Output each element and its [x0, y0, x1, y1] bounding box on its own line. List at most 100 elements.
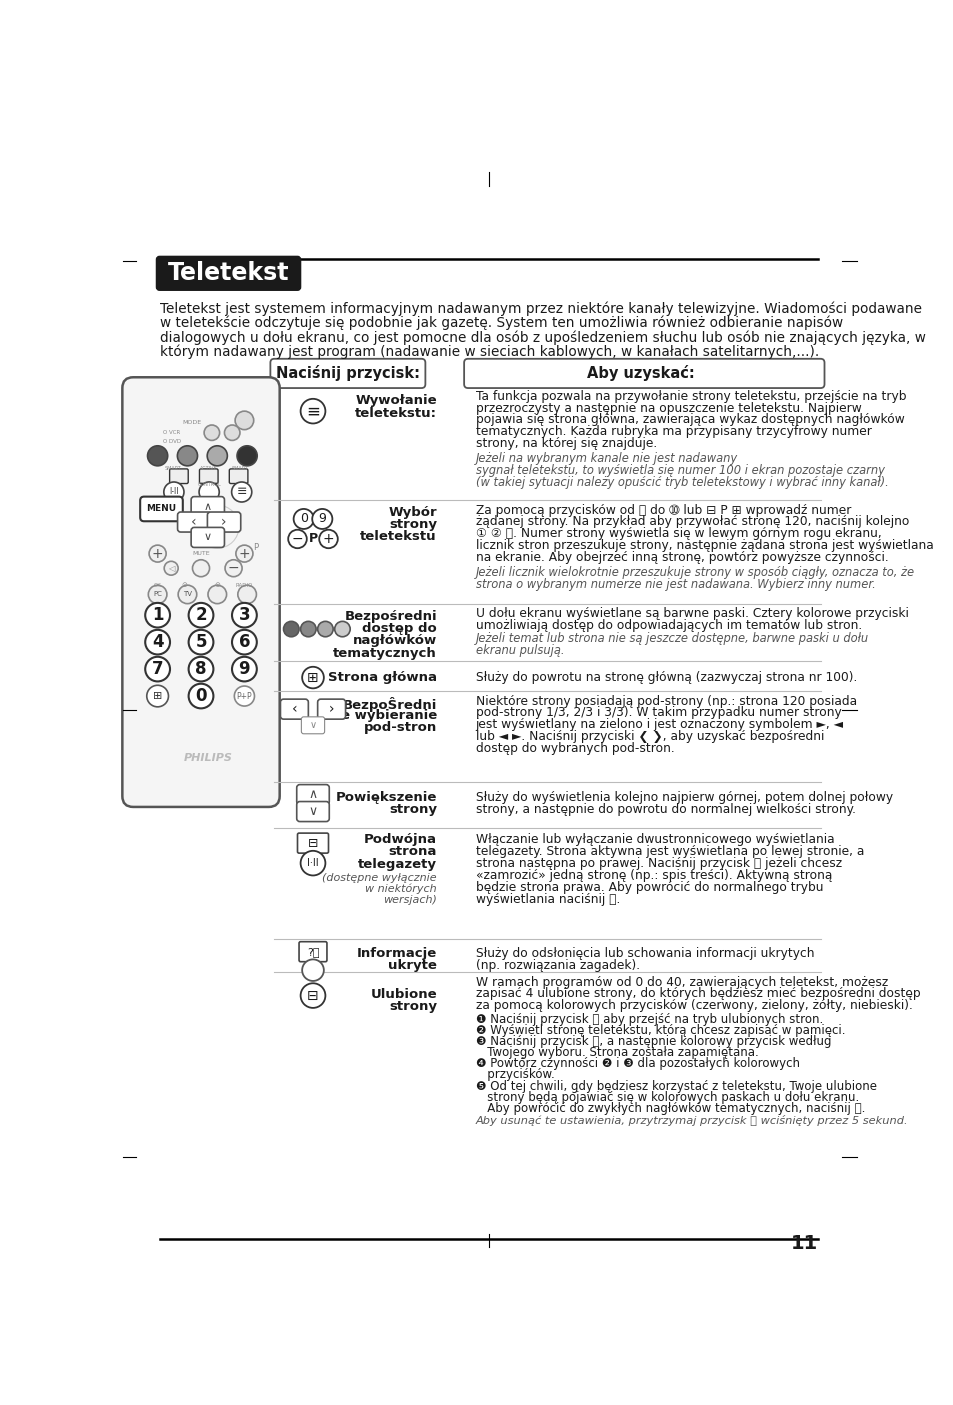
FancyBboxPatch shape [301, 717, 324, 733]
Text: ❸ Naciśnij przycisk ⓜ, a następnie kolorowy przycisk według: ❸ Naciśnij przycisk ⓜ, a następnie kolor… [476, 1035, 830, 1048]
Text: Służy do wyświetlenia kolejno najpierw górnej, potem dolnej połowy: Służy do wyświetlenia kolejno najpierw g… [476, 791, 892, 804]
FancyBboxPatch shape [229, 469, 248, 483]
Text: Powiększenie: Powiększenie [335, 791, 436, 804]
Text: ‹: ‹ [191, 516, 196, 530]
Circle shape [189, 684, 213, 708]
Text: w niektórych: w niektórych [365, 884, 436, 895]
Circle shape [199, 482, 219, 502]
Text: O DVD: O DVD [163, 440, 181, 444]
Circle shape [232, 656, 256, 681]
FancyBboxPatch shape [191, 527, 224, 548]
Text: Jeżeli temat lub strona nie są jeszcze dostępne, barwne paski u dołu: Jeżeli temat lub strona nie są jeszcze d… [476, 632, 868, 645]
Text: CONTROL: CONTROL [197, 482, 221, 486]
Text: ekranu pulsują.: ekranu pulsują. [476, 643, 563, 658]
Text: strony: strony [389, 1000, 436, 1013]
Text: 2: 2 [195, 606, 207, 624]
Text: Niektóre strony posiadają pod-strony (np.: strona 120 posiada: Niektóre strony posiadają pod-strony (np… [476, 694, 856, 708]
Circle shape [283, 621, 298, 636]
Text: przezroczysty a następnie na opuszczenie teletekstu. Najpierw: przezroczysty a następnie na opuszczenie… [476, 402, 861, 414]
Text: SMART: SMART [232, 465, 249, 471]
Circle shape [232, 629, 256, 655]
Circle shape [148, 584, 167, 604]
Text: sygnał teletekstu, to wyświetla się numer 100 i ekran pozostaje czarny: sygnał teletekstu, to wyświetla się nume… [476, 464, 883, 476]
Text: teletekstu: teletekstu [360, 531, 436, 544]
Text: ◁: ◁ [168, 563, 174, 573]
Text: wersjach): wersjach) [383, 895, 436, 905]
Circle shape [164, 482, 184, 502]
Text: 5: 5 [195, 634, 207, 651]
Text: teletekstu:: teletekstu: [355, 406, 436, 420]
FancyBboxPatch shape [296, 784, 329, 805]
Circle shape [302, 667, 323, 688]
Text: Jeżeli na wybranym kanale nie jest nadawany: Jeżeli na wybranym kanale nie jest nadaw… [476, 452, 737, 465]
Text: pod-strony 1/3, 2/3 i 3/3). W takim przypadku numer strony: pod-strony 1/3, 2/3 i 3/3). W takim przy… [476, 707, 841, 719]
Text: U dołu ekranu wyświetlane są barwne paski. Cztery kolorowe przyciski: U dołu ekranu wyświetlane są barwne pask… [476, 607, 907, 621]
Circle shape [145, 629, 170, 655]
Circle shape [317, 621, 333, 636]
Text: strony: strony [389, 804, 436, 816]
Circle shape [288, 530, 307, 548]
Text: ⊙: ⊙ [214, 582, 220, 589]
Text: (dostępne wyłącznie: (dostępne wyłącznie [322, 873, 436, 884]
Text: Podwójna: Podwójna [364, 833, 436, 846]
Circle shape [335, 621, 350, 636]
Text: ⊟: ⊟ [307, 989, 318, 1003]
Text: MENU: MENU [146, 504, 176, 513]
Text: I-II: I-II [169, 488, 178, 496]
Text: ›: › [221, 516, 226, 530]
Text: strony będą pojawiać się w kolorowych paskach u dołu ekranu.: strony będą pojawiać się w kolorowych pa… [476, 1090, 858, 1104]
Text: licznik stron przeszukuje strony, następnie żądana strona jest wyświetlana: licznik stron przeszukuje strony, następ… [476, 540, 933, 552]
Text: jest wyświetlany na zielono i jest oznaczony symbolem ►, ◄: jest wyświetlany na zielono i jest oznac… [476, 718, 842, 732]
Text: Twojego wyboru. Strona została zapamiętana.: Twojego wyboru. Strona została zapamięta… [476, 1045, 758, 1059]
Text: strony: strony [389, 518, 436, 531]
Text: I·II: I·II [307, 858, 318, 868]
Text: Wybór: Wybór [388, 506, 436, 518]
Text: ukryte: ukryte [388, 960, 436, 972]
Text: ∨: ∨ [309, 721, 316, 731]
Text: 8: 8 [195, 660, 207, 679]
Text: ❺ Od tej chwili, gdy będziesz korzystać z teletekstu, Twoje ulubione: ❺ Od tej chwili, gdy będziesz korzystać … [476, 1079, 876, 1093]
Text: tematycznych: tematycznych [333, 646, 436, 660]
Text: ‹: ‹ [292, 702, 297, 717]
Text: nagłówków: nagłówków [353, 635, 436, 648]
FancyBboxPatch shape [177, 511, 211, 532]
Circle shape [147, 686, 169, 707]
Text: Jeżeli licznik wielokrotnie przeszukuje strony w sposób ciągły, oznacza to, że: Jeżeli licznik wielokrotnie przeszukuje … [476, 566, 914, 579]
Circle shape [312, 509, 332, 528]
Text: O VCR: O VCR [163, 430, 180, 436]
Circle shape [237, 584, 256, 604]
Circle shape [232, 482, 252, 502]
FancyBboxPatch shape [317, 700, 345, 719]
FancyBboxPatch shape [140, 496, 183, 521]
Text: −: − [292, 532, 303, 547]
FancyBboxPatch shape [280, 700, 308, 719]
FancyBboxPatch shape [199, 469, 218, 483]
Circle shape [189, 603, 213, 628]
Circle shape [300, 851, 325, 875]
Text: przyciśków.: przyciśków. [476, 1068, 554, 1082]
Text: ›: › [329, 702, 334, 717]
Circle shape [164, 562, 178, 575]
Text: TV: TV [183, 592, 192, 597]
Circle shape [236, 445, 257, 466]
Circle shape [207, 445, 227, 466]
FancyBboxPatch shape [298, 941, 327, 961]
Circle shape [193, 559, 210, 576]
Text: RADIO: RADIO [235, 583, 253, 587]
Text: ① ② ⓪. Numer strony wyświetla się w lewym górnym rogu ekranu,: ① ② ⓪. Numer strony wyświetla się w lewy… [476, 527, 881, 541]
Text: lub ◄ ►. Naciśnij przyciski ❮ ❯, aby uzyskać bezpośredni: lub ◄ ►. Naciśnij przyciski ❮ ❯, aby uzy… [476, 731, 823, 743]
Text: Teletekst jest systemem informacyjnym nadawanym przez niektóre kanały telewizyjn: Teletekst jest systemem informacyjnym na… [159, 301, 921, 316]
Circle shape [235, 545, 253, 562]
Text: 0: 0 [195, 687, 207, 705]
Text: +: + [322, 532, 334, 547]
Text: Ulubione: Ulubione [370, 988, 436, 1000]
Circle shape [145, 656, 170, 681]
Text: dialogowych u dołu ekranu, co jest pomocne dla osób z upośledzeniem słuchu lub o: dialogowych u dołu ekranu, co jest pomoc… [159, 330, 924, 344]
Circle shape [178, 584, 196, 604]
Text: Bezpośredni: Bezpośredni [344, 610, 436, 622]
Text: którym nadawany jest program (nadawanie w sieciach kablowych, w kanałach satelit: którym nadawany jest program (nadawanie … [159, 346, 818, 360]
Text: 4: 4 [152, 634, 163, 651]
Text: tematycznych. Każda rubryka ma przypisany trzycyfrowy numer: tematycznych. Każda rubryka ma przypisan… [476, 426, 871, 438]
Circle shape [225, 559, 242, 576]
Text: dostęp do wybranych pod-stron.: dostęp do wybranych pod-stron. [476, 742, 674, 756]
